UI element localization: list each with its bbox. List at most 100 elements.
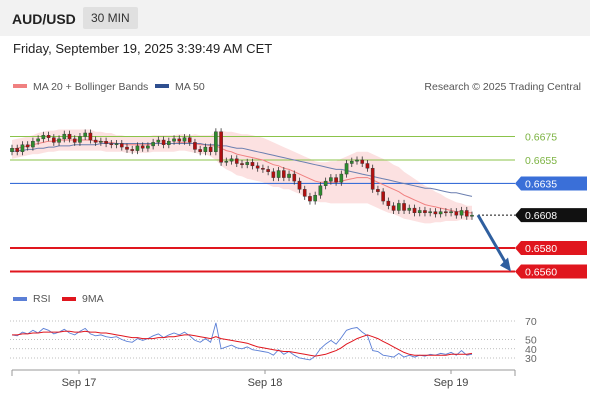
candle bbox=[146, 142, 150, 152]
candle bbox=[334, 174, 338, 186]
candle bbox=[365, 159, 370, 172]
candle bbox=[15, 144, 20, 156]
candle bbox=[433, 208, 438, 218]
candle bbox=[140, 142, 145, 152]
candle bbox=[78, 132, 82, 146]
candle bbox=[386, 197, 391, 210]
candle bbox=[109, 140, 114, 149]
candle bbox=[46, 131, 51, 142]
candles bbox=[10, 128, 474, 220]
candle bbox=[397, 199, 401, 214]
candle bbox=[423, 206, 427, 217]
legend: MA 20 + Bollinger Bands MA 50 Research ©… bbox=[13, 81, 581, 93]
timestamp: Friday, September 19, 2025 3:39:49 AM CE… bbox=[13, 41, 273, 56]
candle bbox=[412, 204, 417, 217]
candle bbox=[360, 156, 365, 168]
ma50-line bbox=[11, 143, 473, 197]
candle bbox=[104, 137, 108, 148]
candle bbox=[52, 134, 56, 146]
rsi-tick-70: 70 bbox=[525, 316, 537, 328]
candle bbox=[224, 157, 229, 166]
rsi-legend: RSI 9MA bbox=[13, 293, 104, 305]
candle bbox=[193, 138, 197, 153]
timeframe-button[interactable]: 30 MIN bbox=[83, 7, 138, 29]
candle bbox=[308, 192, 312, 205]
candle bbox=[245, 158, 250, 169]
credit-text: Research © 2025 Trading Central bbox=[424, 81, 581, 93]
candle bbox=[349, 157, 354, 168]
candle bbox=[93, 136, 98, 146]
candle bbox=[187, 134, 192, 146]
level-label-0.6635: 0.6635 bbox=[525, 178, 557, 190]
legend-swatch-ma50 bbox=[155, 84, 169, 88]
candle bbox=[391, 202, 396, 214]
candle bbox=[72, 135, 77, 146]
rsi-line bbox=[11, 322, 473, 361]
candle bbox=[381, 188, 385, 205]
candle bbox=[167, 137, 171, 149]
candle bbox=[20, 141, 25, 156]
candle bbox=[407, 204, 412, 214]
legend-ma50-label: MA 50 bbox=[175, 81, 205, 93]
x-tick-label: Sep 19 bbox=[434, 377, 469, 389]
level-label-0.6580: 0.6580 bbox=[525, 243, 557, 255]
level-label-0.6608: 0.6608 bbox=[525, 210, 557, 222]
candle bbox=[172, 135, 176, 145]
candle bbox=[329, 174, 333, 185]
candle bbox=[355, 156, 359, 165]
candle bbox=[344, 159, 349, 178]
candle bbox=[10, 144, 14, 156]
candle bbox=[36, 135, 40, 145]
rsi-tick-30: 30 bbox=[525, 353, 537, 365]
rsi-tick-50: 50 bbox=[525, 335, 537, 347]
legend-swatch-ma20 bbox=[13, 84, 27, 88]
candle bbox=[135, 142, 140, 155]
level-tag-0.6560 bbox=[515, 264, 587, 279]
candle bbox=[198, 145, 202, 156]
candle bbox=[464, 206, 469, 220]
level-tag-0.6635 bbox=[515, 176, 587, 191]
candle bbox=[323, 177, 328, 190]
candle bbox=[57, 135, 61, 146]
candle bbox=[62, 130, 67, 143]
candle bbox=[114, 140, 119, 149]
candle bbox=[182, 134, 187, 145]
candle bbox=[41, 131, 46, 143]
level-label-0.6655: 0.6655 bbox=[525, 155, 557, 167]
bollinger-bands bbox=[12, 129, 472, 224]
candle bbox=[438, 208, 443, 218]
candle bbox=[161, 136, 166, 149]
candle bbox=[318, 182, 323, 199]
candle bbox=[151, 138, 155, 150]
candle bbox=[31, 137, 35, 151]
candle bbox=[214, 128, 218, 156]
candle bbox=[449, 208, 453, 217]
candle bbox=[459, 206, 464, 219]
candle bbox=[302, 185, 307, 200]
legend-rsi-label: RSI bbox=[33, 293, 51, 305]
candle bbox=[125, 143, 129, 153]
projection-arrowhead bbox=[500, 257, 511, 272]
candle bbox=[208, 143, 213, 156]
candle bbox=[156, 136, 161, 146]
x-tick-label: Sep 17 bbox=[62, 377, 97, 389]
candle bbox=[240, 159, 244, 169]
candle bbox=[444, 208, 448, 217]
candle bbox=[428, 208, 432, 217]
legend-swatch-rsi bbox=[13, 297, 27, 301]
candle bbox=[130, 145, 135, 155]
projection-arrow bbox=[476, 214, 511, 272]
candle bbox=[203, 143, 208, 156]
candle bbox=[313, 191, 317, 205]
candle bbox=[292, 170, 297, 185]
candle bbox=[255, 162, 260, 172]
level-tag-0.6608 bbox=[515, 208, 587, 223]
candle bbox=[417, 206, 422, 217]
candle bbox=[234, 155, 239, 168]
candle bbox=[282, 167, 286, 182]
legend-ma20-label: MA 20 + Bollinger Bands bbox=[33, 81, 148, 93]
candle bbox=[119, 140, 124, 151]
projection-line bbox=[476, 214, 508, 265]
candle bbox=[470, 211, 474, 220]
